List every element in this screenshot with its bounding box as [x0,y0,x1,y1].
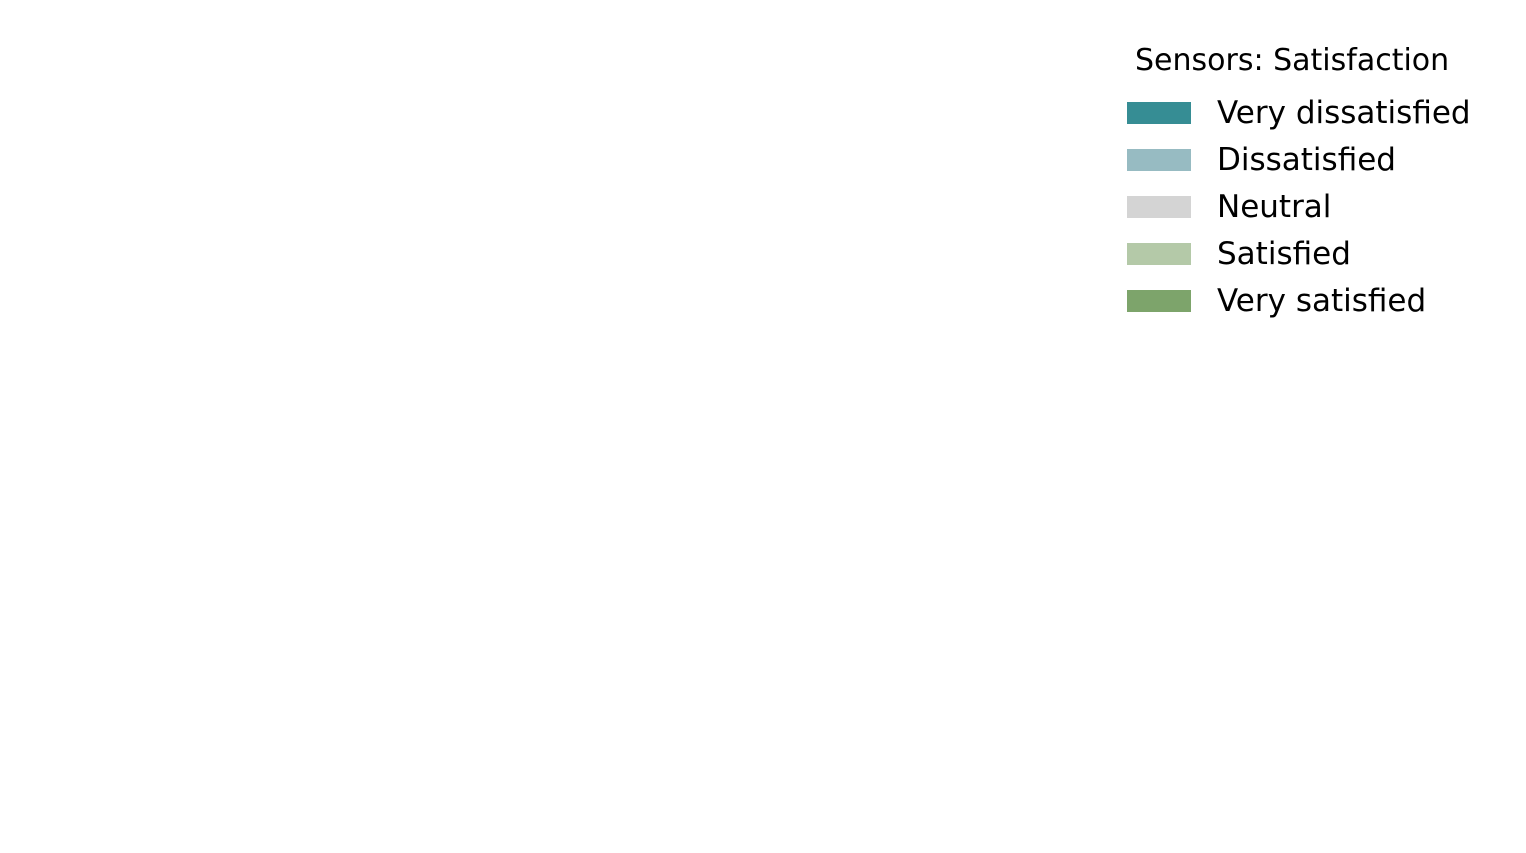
chart-legend: Sensors: Satisfaction Very dissatisfied D… [1127,42,1497,324]
legend-items: Very dissatisfied Dissatisfied Neutral Sati… [1127,89,1497,324]
legend-swatch [1127,289,1191,312]
legend-swatch [1127,101,1191,124]
legend-item-dissatisfied: Dissatisfied [1127,136,1497,183]
legend-label: Dissatisfied [1217,141,1396,178]
legend-item-satisfied: Satisfied [1127,230,1497,277]
legend-label: Satisfied [1217,235,1351,272]
legend-swatch [1127,242,1191,265]
legend-title: Sensors: Satisfaction [1135,43,1450,78]
legend-swatch [1127,148,1191,171]
legend-label: Neutral [1217,188,1332,225]
legend-item-very-dissatisfied: Very dissatisfied [1127,89,1497,136]
legend-label: Very satisfied [1217,282,1427,319]
legend-label: Very dissatisfied [1217,94,1471,131]
legend-item-neutral: Neutral [1127,183,1497,230]
legend-item-very-satisfied: Very satisfied [1127,277,1497,324]
legend-swatch [1127,195,1191,218]
